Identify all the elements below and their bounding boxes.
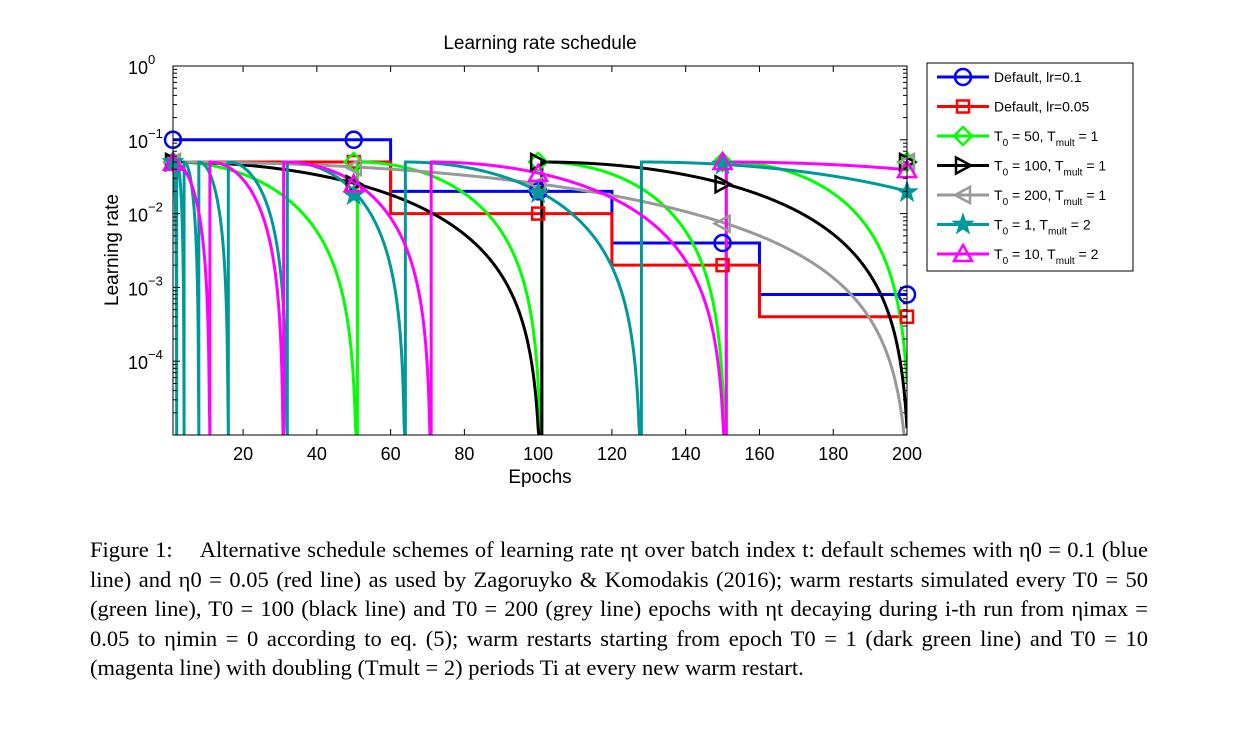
x-tick-label-6: 140 xyxy=(671,444,701,464)
learning-rate-chart: Learning rate schedule Epochs Learning r… xyxy=(102,33,1134,488)
x-tick-label-8: 180 xyxy=(818,444,848,464)
caption-text: Alternative schedule schemes of learning… xyxy=(90,537,1149,680)
legend-marker-3 xyxy=(954,155,974,176)
series-4-marker-1 xyxy=(343,157,362,178)
chart-title: Learning rate schedule xyxy=(443,33,636,54)
legend-marker-5 xyxy=(951,212,975,235)
legend-label-2: T0 = 50, Tmult = 1 xyxy=(994,128,1099,149)
x-axis-label: Epochs xyxy=(508,467,571,488)
series-1-marker-3 xyxy=(715,257,730,273)
legend-marker-6 xyxy=(951,242,975,263)
series-6-marker-1 xyxy=(342,172,365,193)
legend-marker-4 xyxy=(952,184,972,206)
legend-label-0: Default, lr=0.1 xyxy=(994,69,1082,85)
legend-label-3: T0 = 100, Tmult = 1 xyxy=(994,158,1106,179)
series-6-marker-2 xyxy=(527,162,550,183)
series-0-marker-1 xyxy=(344,130,363,150)
y-tick-label-0: 100 xyxy=(128,52,155,78)
x-tick-label-9: 200 xyxy=(892,444,922,464)
legend: Default, lr=0.1 Default, lr=0.05 T0 = 50, … xyxy=(926,62,1134,272)
y-axis-label: Learning rate xyxy=(102,194,123,306)
caption-label: Figure 1: xyxy=(90,537,173,562)
y-tick-label-3: 10−3 xyxy=(128,273,163,299)
series-6-marker-3 xyxy=(711,150,734,171)
legend-marker-0 xyxy=(953,67,973,87)
x-tick-label-1: 40 xyxy=(307,444,327,464)
x-tick-label-7: 160 xyxy=(744,444,774,464)
y-tick-label-4: 10−4 xyxy=(128,347,163,373)
x-tick-label-3: 80 xyxy=(454,444,474,464)
legend-label-6: T0 = 10, Tmult = 2 xyxy=(994,246,1099,267)
y-tick-label-1: 10−1 xyxy=(128,126,163,152)
x-tick-label-4: 100 xyxy=(523,444,553,464)
axis-layer: 20 40 60 80 100 120 140 160 180 200 100 10−1 10−2 10−… xyxy=(128,52,922,464)
series-0-marker-3 xyxy=(713,233,732,253)
legend-marker-1 xyxy=(955,99,971,114)
x-tick-label-2: 60 xyxy=(381,444,401,464)
x-tick-label-0: 20 xyxy=(233,444,253,464)
series-line-3 xyxy=(173,160,907,435)
legend-label-1: Default, lr=0.05 xyxy=(994,99,1090,115)
plot-frame xyxy=(172,65,908,436)
y-tick-label-2: 10−2 xyxy=(128,200,163,226)
series-3-marker-3 xyxy=(714,174,734,195)
legend-label-4: T0 = 200, Tmult = 1 xyxy=(994,187,1106,208)
series-2-marker-3 xyxy=(711,151,734,173)
series-5-marker-2 xyxy=(526,180,550,204)
figure-caption: Figure 1: Alternative schedule schemes o… xyxy=(90,535,1148,683)
x-tick-label-5: 120 xyxy=(597,444,627,464)
series-1-marker-2 xyxy=(530,206,546,221)
legend-label-5: T0 = 1, Tmult = 2 xyxy=(994,217,1091,238)
legend-marker-2 xyxy=(952,125,974,147)
figure: Learning rate schedule Epochs Learning r… xyxy=(102,33,1134,488)
series-4-marker-3 xyxy=(711,213,731,234)
